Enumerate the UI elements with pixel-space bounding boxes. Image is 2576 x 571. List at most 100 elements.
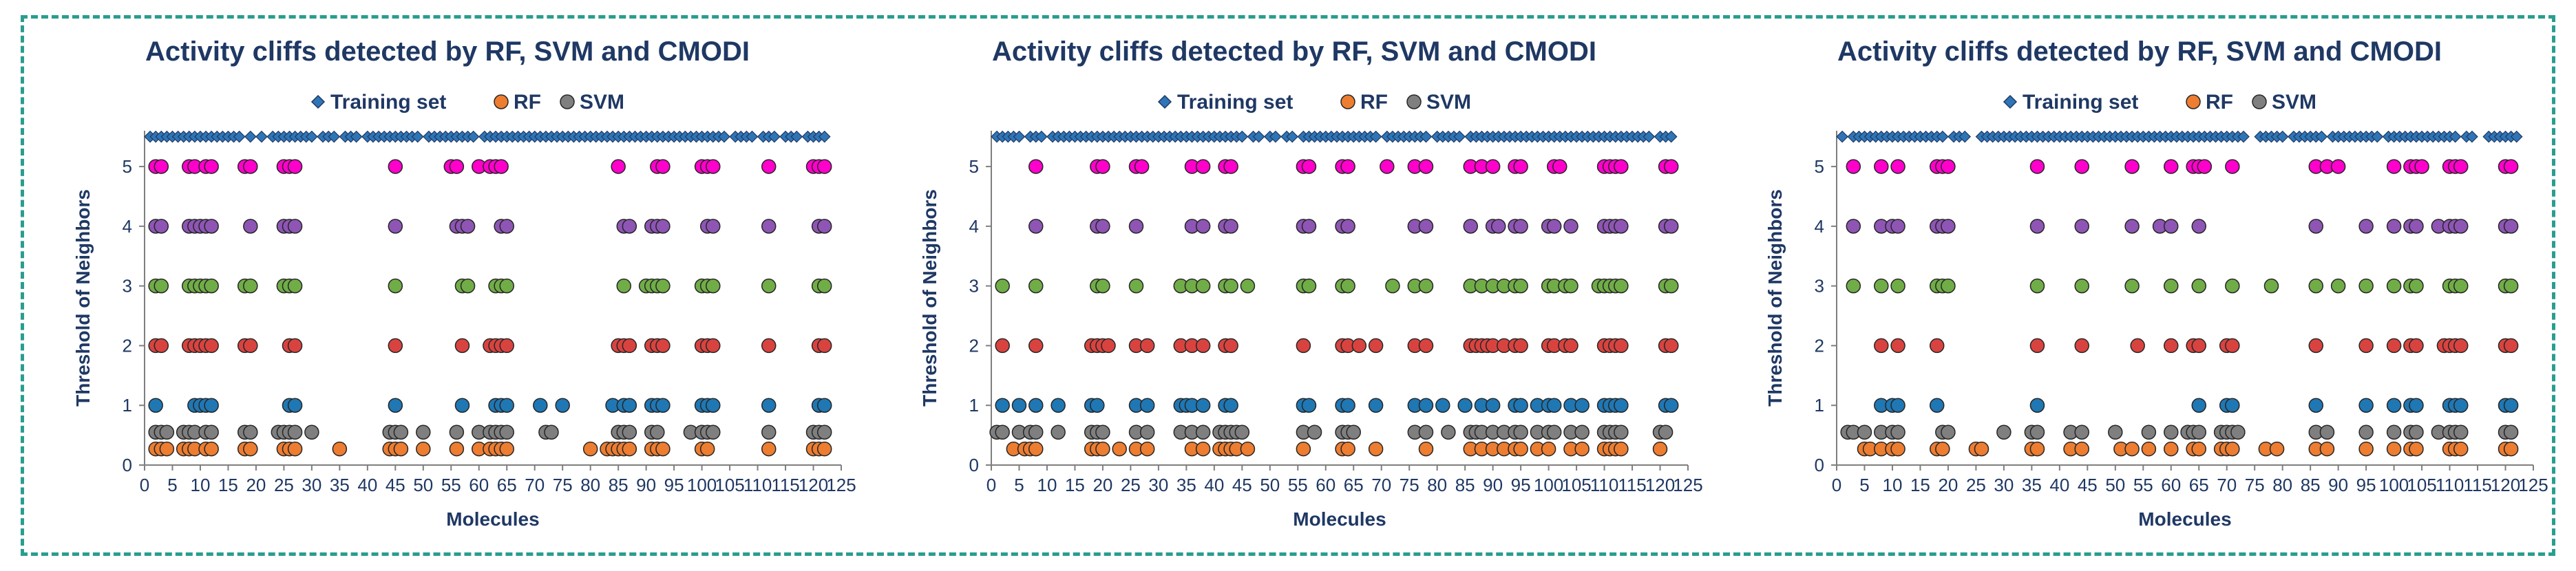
- point-cmodi-y-2: [2358, 338, 2374, 354]
- point-cmodi-y-4: [204, 219, 219, 234]
- x-tick-label: 70: [525, 475, 545, 495]
- point-cmodi-y-2: [816, 338, 832, 354]
- point-cmodi-y-3: [1418, 278, 1434, 294]
- point-cmodi-y-4: [816, 219, 832, 234]
- x-tick-label: 25: [274, 475, 294, 495]
- point-cmodi-y-3: [1563, 278, 1579, 294]
- point-cmodi-y-3: [2225, 278, 2240, 294]
- point-cmodi-y-3: [1223, 278, 1238, 294]
- point-svm: [204, 424, 219, 440]
- point-svm: [243, 424, 258, 440]
- point-cmodi-y-5: [1301, 159, 1317, 174]
- point-cmodi-y-3: [2191, 278, 2206, 294]
- point-cmodi-y-1: [454, 398, 470, 413]
- point-rf: [1574, 441, 1590, 457]
- point-training-set: [746, 130, 759, 143]
- y-tick-label: 5: [969, 156, 979, 177]
- point-cmodi-y-1: [1011, 398, 1027, 413]
- point-cmodi-y-1: [2409, 398, 2424, 413]
- point-cmodi-y-5: [1614, 159, 1629, 174]
- point-cmodi-y-3: [1890, 278, 1905, 294]
- y-tick-label: 3: [969, 276, 979, 297]
- x-tick-label: 115: [1618, 475, 1646, 495]
- x-tick-label: 70: [1371, 475, 1391, 495]
- y-tick-label: 2: [1815, 335, 1824, 356]
- point-cmodi-y-1: [1435, 398, 1450, 413]
- point-training-set: [2276, 130, 2289, 143]
- point-svm: [287, 424, 303, 440]
- point-cmodi-y-5: [2503, 159, 2519, 174]
- point-cmodi-y-2: [2503, 338, 2519, 354]
- point-training-set: [2315, 130, 2328, 143]
- point-training-set: [2449, 130, 2462, 143]
- chart-1: Activity cliffs detected by RF, SVM and …: [72, 36, 856, 530]
- point-cmodi-y-4: [2453, 219, 2469, 234]
- point-svm: [499, 424, 514, 440]
- point-training-set: [2237, 130, 2250, 143]
- point-cmodi-y-4: [2124, 219, 2140, 234]
- x-tick-label: 60: [469, 475, 489, 495]
- x-tick-label: 25: [1121, 475, 1141, 495]
- point-rf: [761, 441, 777, 457]
- point-cmodi-y-5: [1340, 159, 1355, 174]
- point-training-set: [306, 130, 318, 143]
- point-training-set: [1936, 130, 1949, 143]
- x-tick-label: 90: [2328, 475, 2348, 495]
- point-cmodi-y-1: [1139, 398, 1155, 413]
- point-training-set: [244, 130, 257, 143]
- point-rf: [2319, 441, 2335, 457]
- x-tick-label: 125: [826, 475, 856, 495]
- x-tick-label: 55: [2133, 475, 2153, 495]
- y-tick-label: 4: [1815, 216, 1824, 237]
- x-tick-label: 45: [2078, 475, 2098, 495]
- point-rf: [287, 441, 303, 457]
- point-svm: [416, 424, 431, 440]
- point-svm: [1546, 424, 1562, 440]
- point-rf: [2386, 441, 2402, 457]
- x-tick-label: 50: [413, 475, 433, 495]
- point-cmodi-y-3: [1095, 278, 1110, 294]
- point-training-set: [1959, 130, 1972, 143]
- point-cmodi-y-3: [1614, 278, 1629, 294]
- point-cmodi-y-1: [1368, 398, 1384, 413]
- point-rf: [2164, 441, 2179, 457]
- point-cmodi-y-1: [204, 398, 219, 413]
- point-cmodi-y-1: [995, 398, 1010, 413]
- point-cmodi-y-2: [2225, 338, 2240, 354]
- point-cmodi-y-3: [995, 278, 1010, 294]
- point-cmodi-y-2: [1368, 338, 1384, 354]
- point-rf: [243, 441, 258, 457]
- point-cmodi-y-5: [1846, 159, 1861, 174]
- point-cmodi-y-2: [204, 338, 219, 354]
- point-cmodi-y-5: [1095, 159, 1110, 174]
- point-cmodi-y-3: [287, 278, 303, 294]
- x-tick-label: 10: [1882, 475, 1902, 495]
- point-cmodi-y-4: [622, 219, 637, 234]
- x-tick-label: 65: [2189, 475, 2209, 495]
- x-tick-label: 115: [771, 475, 799, 495]
- legend-marker-2: [1406, 94, 1422, 109]
- point-training-set: [1369, 130, 1382, 143]
- x-tick-label: 0: [1832, 475, 1841, 495]
- y-axis-label: Threshold of Neighbors: [919, 189, 940, 407]
- x-tick-label: 105: [715, 475, 744, 495]
- legend-label-2: SVM: [580, 91, 624, 114]
- point-cmodi-y-1: [1513, 398, 1528, 413]
- x-tick-label: 0: [986, 475, 996, 495]
- x-tick-label: 35: [330, 475, 350, 495]
- point-rf: [2141, 441, 2157, 457]
- point-rf: [1296, 441, 1311, 457]
- point-cmodi-y-1: [816, 398, 832, 413]
- x-tick-label: 40: [357, 475, 377, 495]
- x-tick-label: 30: [1994, 475, 2014, 495]
- point-cmodi-y-1: [1090, 398, 1105, 413]
- point-cmodi-y-3: [816, 278, 832, 294]
- chart-title: Activity cliffs detected by RF, SVM and …: [1837, 36, 2442, 67]
- point-cmodi-y-5: [449, 159, 465, 174]
- point-rf: [1974, 441, 1989, 457]
- point-svm: [1441, 424, 1456, 440]
- legend-marker-2: [560, 94, 575, 109]
- point-cmodi-y-3: [1128, 278, 1144, 294]
- legend: Training set RF SVM: [2003, 91, 2316, 114]
- point-training-set: [1252, 130, 1265, 143]
